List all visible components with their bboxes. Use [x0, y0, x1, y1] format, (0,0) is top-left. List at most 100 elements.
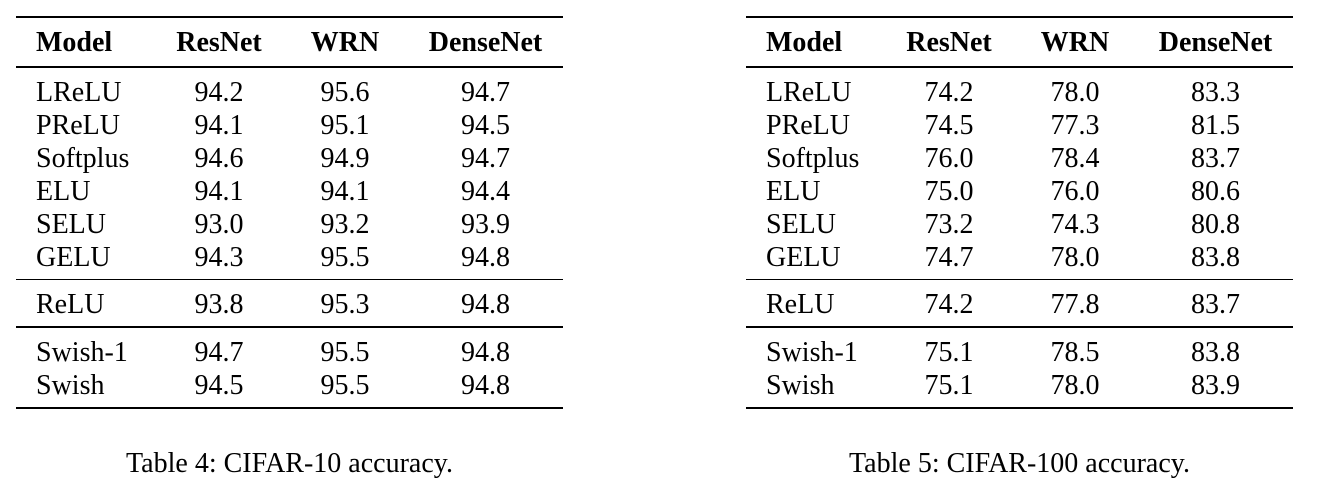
table-row: GELU 94.3 95.5 94.8 [16, 241, 563, 274]
accuracy-cell: 94.1 [194, 175, 244, 207]
column-header: ResNet [176, 26, 262, 58]
accuracy-cell: 94.7 [461, 142, 510, 174]
accuracy-cell: 76.0 [1050, 175, 1100, 207]
model-name-cell: PReLU [766, 109, 850, 141]
accuracy-cell: 95.5 [320, 369, 370, 401]
model-name-cell: Swish-1 [766, 336, 858, 368]
accuracy-cell: 93.9 [461, 208, 510, 240]
table-row: SELU 73.2 74.3 80.8 [746, 208, 1293, 241]
accuracy-cell: 78.0 [1050, 76, 1100, 108]
accuracy-cell: 83.7 [1191, 142, 1240, 174]
accuracy-cell: 75.1 [924, 336, 974, 368]
accuracy-cell: 81.5 [1191, 109, 1240, 141]
model-name-cell: GELU [766, 241, 841, 273]
accuracy-cell: 74.2 [924, 289, 974, 320]
column-header: Model [766, 26, 843, 58]
table-rule [16, 278, 563, 280]
model-name-cell: ELU [766, 175, 821, 207]
table-rule [746, 278, 1293, 280]
column-header: ResNet [906, 26, 992, 58]
accuracy-cell: 94.4 [461, 175, 510, 207]
table-row: ReLU 74.2 77.8 83.7 [746, 288, 1293, 321]
model-name-cell: Swish-1 [36, 336, 128, 368]
accuracy-cell: 74.3 [1050, 208, 1100, 240]
accuracy-cell: 74.2 [924, 76, 974, 108]
accuracy-cell: 73.2 [924, 208, 974, 240]
accuracy-cell: 94.8 [461, 336, 510, 368]
accuracy-cell: 94.7 [194, 336, 244, 368]
table-rule [746, 326, 1293, 328]
accuracy-cell: 95.5 [320, 336, 370, 368]
table-row: ELU 94.1 94.1 94.4 [16, 175, 563, 208]
table-row: PReLU 94.1 95.1 94.5 [16, 109, 563, 142]
table-rule [16, 66, 563, 68]
accuracy-cell: 83.9 [1191, 369, 1240, 401]
model-name-cell: Swish [766, 369, 835, 401]
model-name-cell: PReLU [36, 109, 120, 141]
model-name-cell: ReLU [766, 289, 835, 320]
accuracy-cell: 80.6 [1191, 175, 1240, 207]
accuracy-cell: 83.8 [1191, 336, 1240, 368]
table-row: PReLU 74.5 77.3 81.5 [746, 109, 1293, 142]
accuracy-cell: 94.9 [320, 142, 370, 174]
table-row: Softplus 94.6 94.9 94.7 [16, 142, 563, 175]
table-rule [16, 16, 563, 18]
column-header: DenseNet [1158, 26, 1273, 58]
accuracy-cell: 95.6 [320, 76, 370, 108]
table-row: SELU 93.0 93.2 93.9 [16, 208, 563, 241]
model-name-cell: Softplus [766, 142, 860, 174]
accuracy-cell: 83.7 [1191, 289, 1240, 320]
column-header: WRN [1040, 26, 1110, 58]
table-row: Swish-1 75.1 78.5 83.8 [746, 336, 1293, 369]
column-header: WRN [310, 26, 380, 58]
model-name-cell: Swish [36, 369, 105, 401]
accuracy-cell: 94.6 [194, 142, 244, 174]
accuracy-cell: 94.8 [461, 241, 510, 273]
table-row: LReLU 74.2 78.0 83.3 [746, 76, 1293, 109]
model-name-cell: ELU [36, 175, 91, 207]
table-row: ELU 75.0 76.0 80.6 [746, 175, 1293, 208]
table-cifar10: Model ResNet WRN DenseNet LReLU 94.2 95.6 94.7 P… [16, 16, 563, 409]
column-header: DenseNet [428, 26, 543, 58]
table-rule [16, 326, 563, 328]
accuracy-cell: 83.3 [1191, 76, 1240, 108]
accuracy-cell: 94.8 [461, 289, 510, 320]
table-header-row: Model ResNet WRN DenseNet [746, 18, 1293, 66]
model-name-cell: SELU [36, 208, 106, 240]
table-caption: Table 4: CIFAR-10 accuracy. [126, 448, 453, 479]
accuracy-cell: 80.8 [1191, 208, 1240, 240]
table-caption: Table 5: CIFAR-100 accuracy. [849, 448, 1190, 479]
accuracy-cell: 76.0 [924, 142, 974, 174]
accuracy-cell: 94.2 [194, 76, 244, 108]
table-row: GELU 74.7 78.0 83.8 [746, 241, 1293, 274]
accuracy-cell: 94.5 [194, 369, 244, 401]
table-cifar100: Model ResNet WRN DenseNet LReLU 74.2 78.0 83.3 P… [746, 16, 1293, 409]
accuracy-cell: 74.5 [924, 109, 974, 141]
accuracy-cell: 78.5 [1050, 336, 1100, 368]
accuracy-cell: 93.8 [194, 289, 244, 320]
column-header: Model [36, 26, 113, 58]
table-rule [746, 406, 1293, 409]
table-rule [16, 406, 563, 409]
accuracy-cell: 77.3 [1050, 109, 1100, 141]
table-rule [746, 16, 1293, 18]
accuracy-cell: 78.0 [1050, 369, 1100, 401]
table-row: Swish 94.5 95.5 94.8 [16, 369, 563, 402]
table-rule [746, 66, 1293, 68]
accuracy-cell: 83.8 [1191, 241, 1240, 273]
accuracy-cell: 93.0 [194, 208, 244, 240]
accuracy-cell: 94.1 [320, 175, 370, 207]
accuracy-cell: 75.1 [924, 369, 974, 401]
accuracy-cell: 74.7 [924, 241, 974, 273]
model-name-cell: GELU [36, 241, 111, 273]
accuracy-cell: 94.8 [461, 369, 510, 401]
table-header-row: Model ResNet WRN DenseNet [16, 18, 563, 66]
accuracy-cell: 94.5 [461, 109, 510, 141]
table-row: LReLU 94.2 95.6 94.7 [16, 76, 563, 109]
table-row: ReLU 93.8 95.3 94.8 [16, 288, 563, 321]
model-name-cell: SELU [766, 208, 836, 240]
accuracy-cell: 93.2 [320, 208, 370, 240]
accuracy-cell: 75.0 [924, 175, 974, 207]
accuracy-cell: 95.3 [320, 289, 370, 320]
accuracy-cell: 94.3 [194, 241, 244, 273]
